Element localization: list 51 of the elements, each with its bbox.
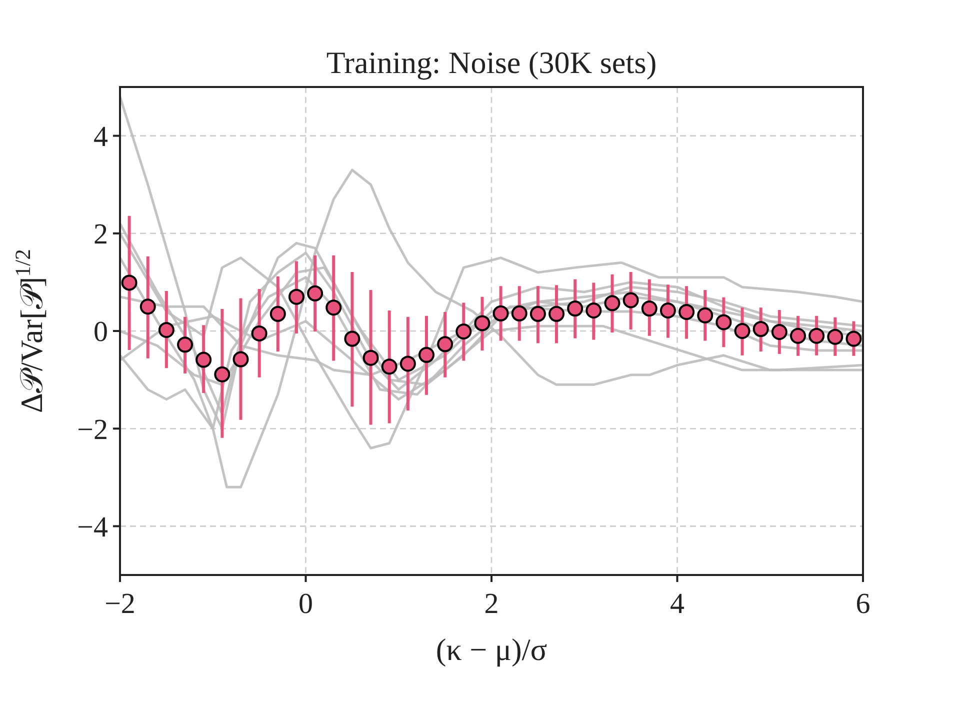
x-axis-title: (κ − μ)/σ bbox=[436, 632, 548, 667]
point bbox=[530, 306, 546, 322]
point bbox=[586, 302, 602, 319]
y-tick-label: 2 bbox=[94, 218, 108, 251]
point bbox=[734, 323, 750, 339]
y-tick-label: −4 bbox=[77, 511, 108, 544]
x-tick-label: 4 bbox=[670, 588, 685, 620]
point bbox=[232, 351, 249, 368]
point bbox=[771, 324, 788, 340]
point bbox=[326, 300, 342, 316]
point bbox=[177, 336, 194, 353]
point bbox=[140, 298, 156, 315]
point bbox=[567, 300, 584, 317]
point bbox=[158, 322, 174, 338]
point bbox=[196, 352, 212, 368]
point bbox=[362, 350, 379, 366]
point bbox=[288, 288, 304, 305]
point bbox=[808, 328, 825, 344]
point bbox=[548, 306, 565, 322]
point bbox=[437, 336, 454, 352]
point bbox=[678, 304, 695, 320]
point bbox=[697, 307, 714, 324]
point bbox=[456, 323, 472, 340]
point bbox=[381, 358, 398, 375]
point bbox=[344, 330, 360, 347]
point bbox=[660, 302, 676, 319]
point bbox=[604, 295, 620, 312]
point bbox=[251, 325, 268, 342]
x-tick-label: 2 bbox=[484, 588, 499, 620]
point bbox=[622, 292, 639, 308]
x-tick-label: 0 bbox=[298, 588, 313, 620]
y-tick-label: 0 bbox=[94, 316, 108, 348]
point bbox=[511, 305, 528, 322]
y-tick-label: 4 bbox=[94, 120, 108, 153]
point bbox=[474, 315, 490, 332]
point bbox=[492, 305, 509, 322]
point bbox=[400, 356, 416, 372]
point bbox=[827, 328, 844, 345]
point bbox=[270, 306, 286, 322]
point bbox=[752, 321, 769, 338]
x-tick-label: 6 bbox=[856, 588, 870, 620]
point bbox=[716, 314, 732, 330]
point bbox=[121, 274, 138, 291]
point bbox=[214, 366, 230, 382]
y-tick-label: −2 bbox=[77, 414, 108, 446]
point bbox=[846, 330, 862, 347]
point bbox=[641, 300, 658, 317]
chart-title: Training: Noise (30K sets) bbox=[326, 45, 657, 80]
point bbox=[307, 285, 324, 302]
point bbox=[790, 328, 806, 344]
point bbox=[418, 346, 434, 363]
